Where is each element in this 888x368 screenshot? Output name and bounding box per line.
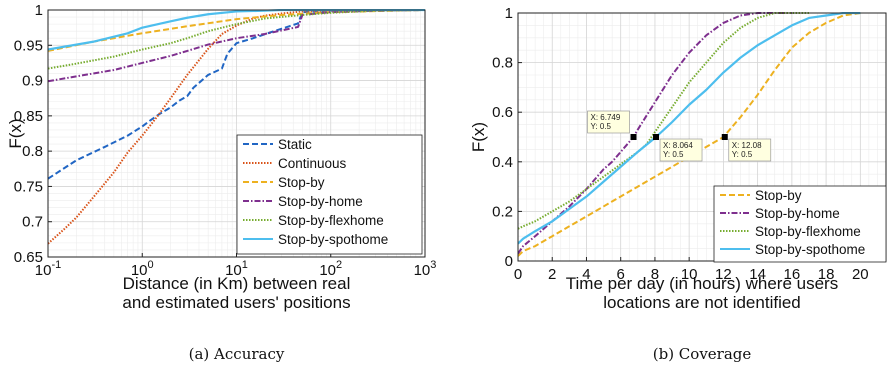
x-tick-exponent: 2 xyxy=(336,259,342,271)
y-tick-label: 0.75 xyxy=(14,178,43,195)
series-line-continuous xyxy=(48,9,425,245)
y-tick-label: 0.8 xyxy=(492,55,513,72)
series-line-stop-by-home xyxy=(48,9,425,83)
datatip-text: Y: 0.5 xyxy=(663,150,684,159)
datatip-box xyxy=(587,110,630,134)
x-tick-label: 18 xyxy=(818,266,835,283)
x-tick-label: 8 xyxy=(651,266,659,283)
series-line-static xyxy=(48,9,425,180)
figure-caption: (b) Coverage xyxy=(653,345,752,363)
axes-box xyxy=(47,9,426,258)
x-tick-label: 10 xyxy=(681,266,698,283)
series-line-stop-by-flexhome xyxy=(48,9,425,70)
legend-entry: Stop-by-flexhome xyxy=(278,213,384,228)
x-tick-base: 10 xyxy=(35,262,52,279)
legend-entry: Stop-by-spothome xyxy=(755,242,865,257)
x-tick-base: 10 xyxy=(225,262,242,279)
x-axis-label: locations are not identified xyxy=(603,293,801,312)
datatip-marker xyxy=(630,134,637,140)
x-tick-label: 103 xyxy=(414,259,437,279)
x-tick-exponent: -1 xyxy=(51,259,61,271)
y-tick-label: 0 xyxy=(505,253,513,270)
series-line-stop-by-spothome xyxy=(518,12,861,245)
datatip-text: X: 6.749 xyxy=(591,113,621,122)
datatip-text: X: 8.064 xyxy=(663,141,693,150)
legend-entry: Continuous xyxy=(278,156,347,171)
x-axis-label: Distance (in Km) between real xyxy=(123,274,351,293)
x-tick-label: 2 xyxy=(548,266,556,283)
x-tick-label: 10-1 xyxy=(35,259,61,279)
coverage-chart: 00.20.40.60.810 2 4 6 8 10 12 14 16 18 20X: 6.749Y… xyxy=(469,5,887,363)
y-tick-label: 0.95 xyxy=(14,37,43,54)
x-tick-base: 10 xyxy=(414,262,431,279)
x-axis-label: Time per day (in hours) where users xyxy=(566,274,838,293)
x-tick-label: 16 xyxy=(784,266,801,283)
y-axis-label: F(x) xyxy=(6,118,25,148)
x-tick-label: 101 xyxy=(225,259,248,279)
y-tick-label: 0.8 xyxy=(22,143,43,160)
y-tick-label: 0.4 xyxy=(492,154,513,171)
legend-entry: Stop-by xyxy=(278,175,325,190)
y-tick-label: 0.85 xyxy=(14,108,43,125)
y-tick-label: 1 xyxy=(505,5,513,22)
x-tick-label: 6 xyxy=(617,266,625,283)
datatip-text: Y: 0.5 xyxy=(732,150,753,159)
x-tick-exponent: 3 xyxy=(430,259,436,271)
y-tick-label: 0.7 xyxy=(22,214,43,231)
x-tick-exponent: 1 xyxy=(242,259,248,271)
x-tick-label: 100 xyxy=(131,259,154,279)
legend-entry: Stop-by xyxy=(755,188,802,203)
datatip-marker xyxy=(721,134,728,140)
datatip-box xyxy=(728,138,772,162)
legend-entry: Stop-by-home xyxy=(755,206,840,221)
datatip-marker xyxy=(653,134,660,140)
figure-caption: (a) Accuracy xyxy=(189,345,285,363)
x-tick-exponent: 0 xyxy=(148,259,154,271)
x-tick-label: 14 xyxy=(749,266,766,283)
legend-entry: Static xyxy=(278,137,312,152)
datatip-text: X: 12.08 xyxy=(732,141,762,150)
datatip-text: Y: 0.5 xyxy=(591,122,612,131)
y-tick-label: 0.65 xyxy=(14,249,43,266)
x-tick-base: 10 xyxy=(319,262,336,279)
x-tick-label: 102 xyxy=(319,259,342,279)
x-tick-label: 4 xyxy=(582,266,590,283)
y-axis-label: F(x) xyxy=(469,122,488,152)
axes-box xyxy=(517,12,887,262)
x-tick-label: 0 xyxy=(514,266,522,283)
x-tick-label: 20 xyxy=(852,266,869,283)
y-tick-label: 1 xyxy=(35,2,43,19)
legend-entry: Stop-by-home xyxy=(278,194,363,209)
x-tick-label: 12 xyxy=(715,266,732,283)
y-tick-label: 0.2 xyxy=(492,203,513,220)
datatip-box xyxy=(659,138,703,162)
x-tick-base: 10 xyxy=(131,262,148,279)
x-axis-label: and estimated users' positions xyxy=(122,293,350,312)
legend-entry: Stop-by-flexhome xyxy=(755,224,861,239)
y-tick-label: 0.6 xyxy=(492,104,513,121)
legend-entry: Stop-by-spothome xyxy=(278,232,388,247)
y-tick-label: 0.9 xyxy=(22,73,43,90)
series-line-stop-by-flexhome xyxy=(518,12,809,230)
legend-box xyxy=(236,134,423,255)
